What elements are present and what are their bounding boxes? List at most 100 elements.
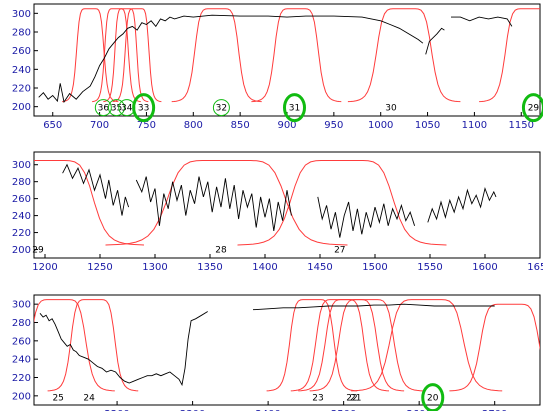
filter-number-label: 21 [350,394,361,404]
filter-number-label: 34 [121,104,133,114]
filter-band-curve [309,299,423,392]
y-tick-label: 240 [12,211,31,222]
x-tick-label: 1350 [197,262,222,273]
filter-band-curve [479,8,540,103]
spectrum-line [451,16,513,27]
x-tick-label: 1300 [142,262,167,273]
y-tick-label: 240 [12,355,31,366]
spectrum-line [252,303,495,311]
filter-number-label: 36 [98,104,110,114]
highlight-circle [107,99,125,117]
y-tick-label: 280 [12,28,31,39]
x-tick-label: 1250 [87,262,112,273]
y-tick-label: 220 [12,228,31,239]
x-tick-label: 2700 [482,409,507,411]
y-tick-label: 200 [12,102,31,113]
x-tick-label: 1050 [415,120,440,131]
x-tick-label: 1650 [527,262,543,273]
x-tick-label: 950 [324,120,343,131]
x-tick-label: 2400 [255,409,280,411]
highlight-circle [94,99,112,117]
y-tick-label: 260 [12,194,31,205]
y-tick-label: 260 [12,336,31,347]
spectrum-line [425,27,445,55]
filter-band-curve [351,299,503,392]
filter-number-label: 35 [111,104,122,114]
filter-band-curve [62,8,119,103]
highlight-circle [521,93,543,123]
spectrum-line [38,14,424,104]
x-tick-label: 850 [231,120,250,131]
x-tick-label: 1600 [472,262,497,273]
x-tick-label: 800 [184,120,203,131]
spectrum-line [62,163,130,216]
spectrum-line [317,196,416,238]
filter-number-label: 22 [346,394,357,404]
filter-number-label: 24 [83,394,95,404]
y-tick-label: 220 [12,84,31,95]
y-tick-label: 200 [12,391,31,402]
spectrum-line [427,186,497,223]
highlight-circle [282,93,306,123]
x-tick-label: 900 [277,120,296,131]
filter-band-curve [347,8,461,103]
x-tick-label: 1450 [307,262,332,273]
panel-1: 200 220 240 260 280 300 650 700 750 800 850 900 950 1… [12,3,543,131]
plot-area [34,160,497,246]
x-tick-label: 1500 [362,262,387,273]
y-tick-label: 280 [12,177,31,188]
filter-band-curve [103,8,149,103]
filter-number-label: 33 [138,104,149,114]
x-tick-label: 1100 [462,120,487,131]
filter-number-label: 29 [32,246,44,256]
x-tick-label: 2600 [406,409,431,411]
filter-band-curve [171,8,262,103]
filter-band-curve [105,160,348,246]
filter-number-label: 28 [215,246,227,256]
filter-number-label: 31 [289,104,300,114]
spectrum-line [135,176,292,231]
x-tick-label: 700 [90,120,109,131]
y-tick-label: 260 [12,46,31,57]
filter-band-curve [251,8,342,103]
x-tick-label: 2200 [104,409,129,411]
x-tick-label: 2300 [180,409,205,411]
filter-band-curve [298,299,405,392]
panel-3: 200 220 240 260 280 300 2200 2300 2400 2500 2600 27… [12,294,541,411]
x-tick-label: 1200 [32,262,57,273]
filter-number-label: 23 [312,394,323,404]
y-tick-label: 300 [12,9,31,20]
filter-band-curve [34,160,145,246]
highlight-circle [212,99,230,117]
plot-area [34,299,540,392]
y-tick-label: 240 [12,65,31,76]
x-tick-label: 650 [43,120,62,131]
plot-area [38,8,540,104]
y-tick-label: 220 [12,373,31,384]
filter-number-label: 27 [334,246,345,256]
filter-band-curve [237,160,447,246]
highlight-circle [132,93,156,123]
x-tick-label: 1000 [368,120,393,131]
plot-frame [33,151,541,259]
x-tick-label: 2500 [331,409,356,411]
filter-band-curve [34,299,115,392]
filter-band-curve [112,8,162,103]
x-tick-label: 1400 [252,262,277,273]
y-tick-label: 280 [12,318,31,329]
filter-number-label: 32 [216,104,227,114]
x-tick-label: 750 [137,120,156,131]
y-tick-label: 300 [12,160,31,171]
y-tick-label: 300 [12,300,31,311]
spectrum-line [39,311,208,387]
filter-band-curve [47,299,139,392]
y-tick-label: 200 [12,245,31,256]
filter-number-label: 25 [52,394,63,404]
filter-number-label: 30 [385,104,397,114]
x-tick-label: 1550 [417,262,442,273]
panel-2: 200 220 240 260 280 300 1200 1250 1300 1350 1400 14… [12,151,543,273]
x-tick-label: 1150 [509,120,534,131]
filter-band-curve [266,299,358,392]
filter-number-label: 29 [528,104,540,114]
